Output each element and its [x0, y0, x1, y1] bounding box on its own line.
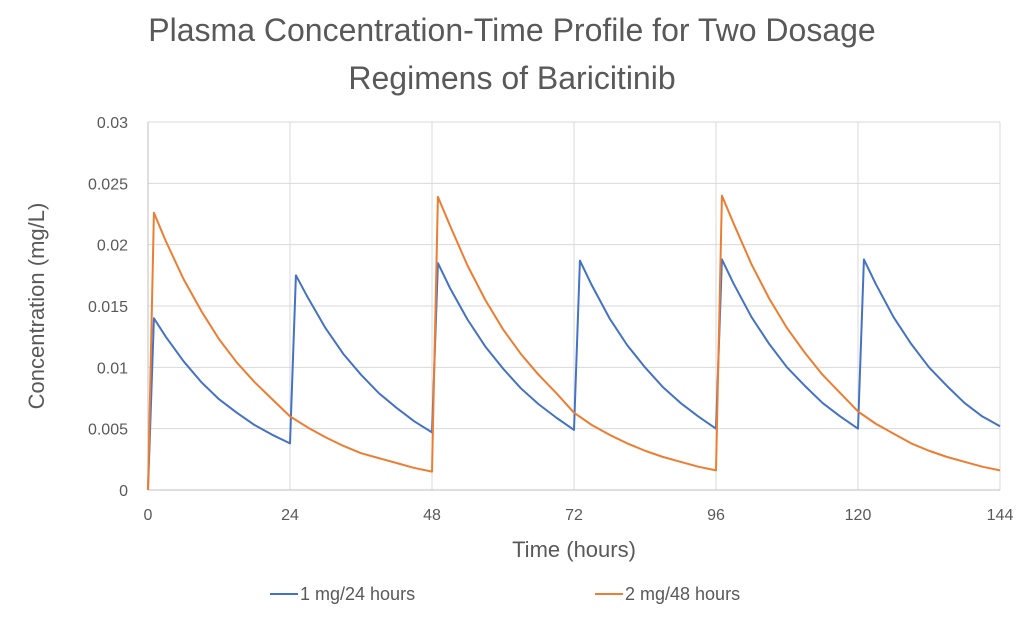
series-lines — [147, 194, 1001, 491]
grid-lines — [148, 121, 1001, 490]
y-tick-label: 0.01 — [97, 360, 128, 377]
legend: 1 mg/24 hours 2 mg/48 hours — [270, 584, 740, 604]
y-axis-title: Concentration (mg/L) — [24, 203, 49, 410]
x-axis-title: Time (hours) — [512, 537, 636, 562]
y-tick-label: 0.02 — [97, 238, 128, 255]
y-tick-label: 0.025 — [88, 176, 128, 193]
series-line-2 — [147, 194, 1001, 491]
axes — [147, 122, 1000, 491]
x-tick-label: 72 — [565, 507, 583, 524]
series-line-1 — [147, 258, 1001, 491]
chart-title-line-1: Plasma Concentration-Time Profile for Tw… — [148, 12, 876, 48]
x-tick-label: 120 — [845, 507, 872, 524]
x-tick-label: 144 — [987, 507, 1014, 524]
legend-label-1: 1 mg/24 hours — [300, 584, 415, 604]
x-tick-label: 24 — [281, 507, 299, 524]
legend-label-2: 2 mg/48 hours — [625, 584, 740, 604]
x-tick-label: 96 — [707, 507, 725, 524]
y-tick-label: 0.015 — [88, 299, 128, 316]
tick-labels: 0 0.005 0.01 0.015 0.02 0.025 0.03 0 24 48 72 96 120… — [88, 115, 1013, 524]
x-tick-label: 0 — [144, 507, 153, 524]
chart-title-line-2: Regimens of Baricitinib — [348, 60, 676, 96]
x-tick-label: 48 — [423, 507, 441, 524]
y-tick-label: 0 — [119, 483, 128, 500]
y-tick-label: 0.03 — [97, 115, 128, 132]
y-tick-label: 0.005 — [88, 422, 128, 439]
